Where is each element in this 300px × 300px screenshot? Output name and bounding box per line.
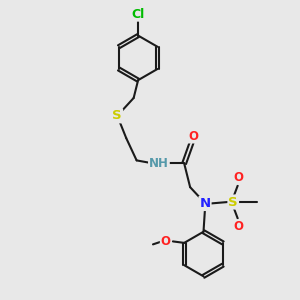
Text: S: S [228,196,238,208]
Text: O: O [233,171,243,184]
Text: S: S [112,109,122,122]
Text: N: N [200,197,211,210]
Text: Cl: Cl [131,8,145,21]
Text: O: O [188,130,198,142]
Text: O: O [233,220,243,233]
Text: O: O [161,235,171,248]
Text: NH: NH [149,157,169,170]
